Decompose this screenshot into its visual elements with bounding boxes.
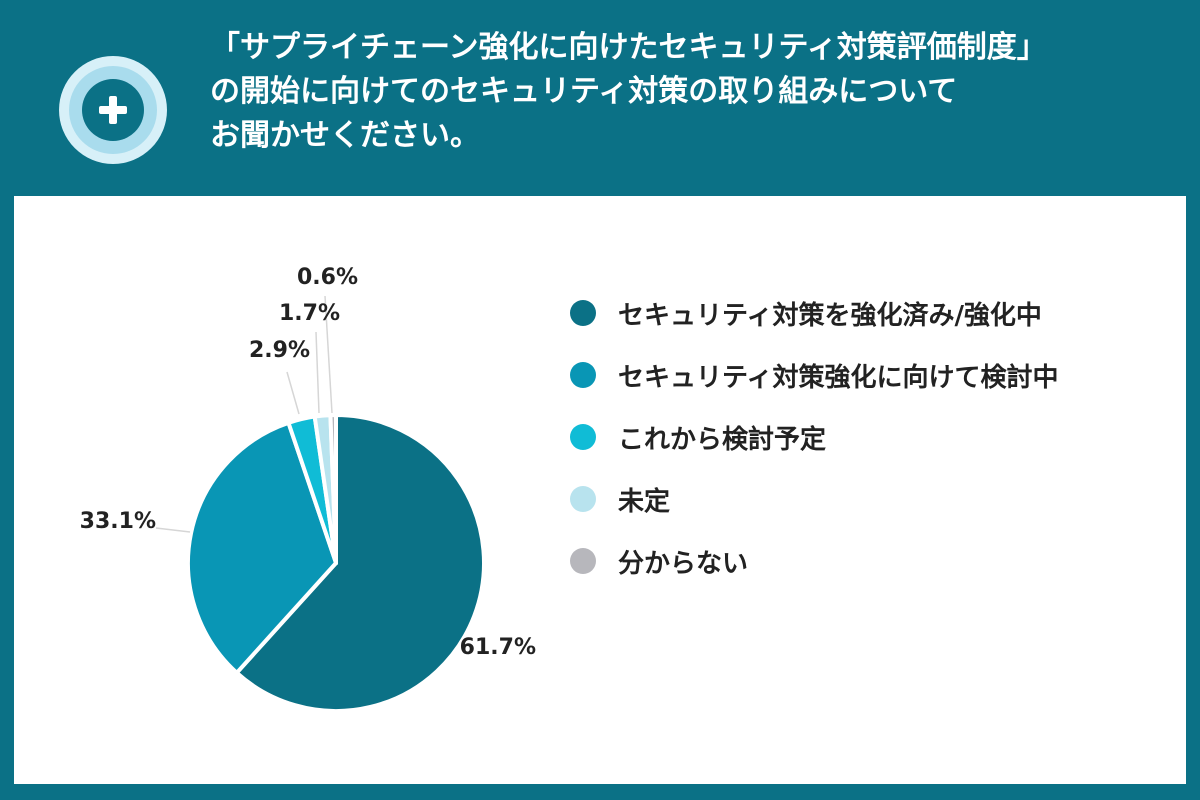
leader-line (286, 371, 300, 415)
legend-swatch (570, 362, 596, 388)
pie-slice (186, 420, 338, 675)
legend-swatch (570, 300, 596, 326)
plus-icon (59, 56, 167, 164)
question-line: お聞かせください。 (210, 118, 480, 153)
percent-label: 2.9% (249, 338, 310, 363)
legend-label: セキュリティ対策を強化済み/強化中 (618, 300, 1042, 331)
legend-label: これから検討予定 (618, 424, 827, 455)
percent-label: 1.7% (279, 301, 340, 326)
leader-line (315, 331, 320, 414)
legend-item: 分からない (570, 530, 1058, 592)
question-line: の開始に向けてのセキュリティ対策の取り組みについて (210, 74, 958, 109)
pie-slice (328, 413, 338, 565)
legend-label: 分からない (618, 548, 749, 579)
legend-swatch (570, 486, 596, 512)
question-line: 「サプライチェーン強化に向けたセキュリティ対策評価制度」 (210, 30, 1047, 65)
percent-label: 61.7% (460, 635, 536, 660)
legend-swatch (570, 548, 596, 574)
legend-item: これから検討予定 (570, 406, 1058, 468)
percent-label: 0.6% (297, 265, 358, 290)
pie-slices (186, 413, 486, 713)
legend-swatch (570, 424, 596, 450)
legend-item: 未定 (570, 468, 1058, 530)
leader-line (155, 527, 191, 533)
legend-item: セキュリティ対策強化に向けて検討中 (570, 344, 1058, 406)
legend-item: セキュリティ対策を強化済み/強化中 (570, 282, 1058, 344)
chart-panel: 61.7% 33.1% 2.9% 1.7% 0.6% セキュリティ対策を強化済み/強化中… (14, 196, 1186, 784)
percent-label: 33.1% (80, 509, 156, 534)
leader-line (324, 295, 333, 414)
header: 「サプライチェーン強化に向けたセキュリティ対策評価制度」 の開始に向けてのセキュ… (0, 0, 1200, 196)
percent-labels: 61.7% 33.1% 2.9% 1.7% 0.6% (80, 265, 536, 660)
legend: セキュリティ対策を強化済み/強化中 セキュリティ対策強化に向けて検討中 これから… (570, 282, 1058, 592)
legend-label: 未定 (618, 486, 671, 517)
pie-chart: 61.7% 33.1% 2.9% 1.7% 0.6% (80, 265, 536, 713)
question-text: 「サプライチェーン強化に向けたセキュリティ対策評価制度」 の開始に向けてのセキュ… (210, 26, 1170, 158)
leader-lines (155, 295, 333, 533)
legend-label: セキュリティ対策強化に向けて検討中 (618, 362, 1059, 393)
pie-slice (234, 413, 486, 713)
